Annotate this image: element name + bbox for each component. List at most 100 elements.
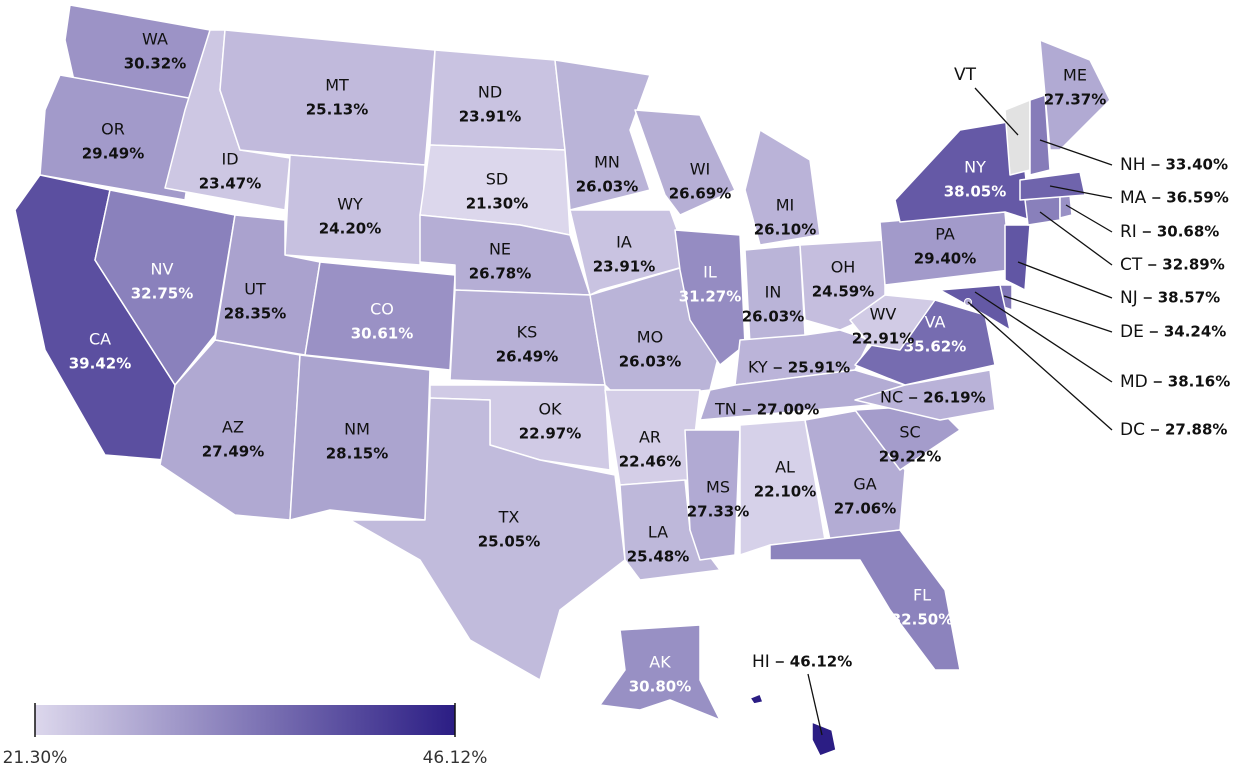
state-shape xyxy=(619,479,721,581)
state-abbr: OK xyxy=(538,400,562,419)
state-abbr: NJ xyxy=(1120,288,1138,308)
state-abbr: NE xyxy=(489,240,511,259)
state-value: 30.80% xyxy=(629,678,691,696)
state-abbr: CO xyxy=(370,300,394,319)
state-abbr: AR xyxy=(639,428,661,447)
state-value: 26.03% xyxy=(576,178,638,196)
state-abbr: RI xyxy=(1120,222,1137,242)
state-abbr: SD xyxy=(486,170,508,189)
state-value: 27.00% xyxy=(757,401,819,419)
state-value: 26.69% xyxy=(669,185,731,203)
state-shape xyxy=(554,59,651,211)
state-value: 23.47% xyxy=(199,175,261,193)
state-value: 25.13% xyxy=(306,101,368,119)
state-shape xyxy=(674,229,746,366)
state-value: 30.68% xyxy=(1157,223,1219,241)
leader-lines xyxy=(807,87,1113,736)
state-shape xyxy=(349,397,626,681)
state-value: 27.49% xyxy=(202,443,264,461)
state-abbr: IN xyxy=(765,283,782,302)
state-abbr: ME xyxy=(1063,66,1087,85)
state-value: 26.49% xyxy=(496,348,558,366)
state-abbr: NH xyxy=(1120,155,1146,175)
state-value: 32.89% xyxy=(1162,256,1224,274)
state-abbr: CT xyxy=(1120,255,1143,275)
state-value: 23.91% xyxy=(593,258,655,276)
state-abbr: MD xyxy=(1120,372,1148,392)
state-value: 32.75% xyxy=(131,285,193,303)
tick-label: 46.12% xyxy=(423,748,488,768)
state-abbr: WY xyxy=(337,195,363,214)
state-abbr: TN xyxy=(714,400,737,419)
state-value: 26.03% xyxy=(742,308,804,326)
state-shape xyxy=(284,154,426,266)
state-abbr: DC xyxy=(1120,420,1145,440)
state-abbr: MI xyxy=(776,196,795,215)
state-abbr: MS xyxy=(706,478,730,497)
state-value: 28.35% xyxy=(224,305,286,323)
state-shape xyxy=(569,209,691,296)
state-value: 36.59% xyxy=(1166,189,1228,207)
state-value: 38.05% xyxy=(944,183,1006,201)
state-value: 27.33% xyxy=(687,503,749,521)
state-shape xyxy=(1029,94,1051,176)
state-shape xyxy=(849,294,936,351)
state-shape xyxy=(39,74,201,201)
state-shape xyxy=(684,429,741,561)
state-value: 27.37% xyxy=(1044,91,1106,109)
state-value: 24.59% xyxy=(812,283,874,301)
state-abbr: TX xyxy=(498,508,520,527)
state-value: 32.50% xyxy=(891,611,953,629)
state-value: 27.06% xyxy=(834,500,896,518)
state-abbr: WA xyxy=(142,30,168,49)
state-value: 23.91% xyxy=(459,108,521,126)
state-abbr: IL xyxy=(703,263,717,282)
state-abbr: NM xyxy=(344,420,370,439)
state-shape xyxy=(289,354,431,521)
state-value: 26.78% xyxy=(469,265,531,283)
state-shape xyxy=(1039,39,1111,151)
state-abbr: AK xyxy=(649,653,671,672)
leader-line xyxy=(1039,211,1113,266)
state-shape xyxy=(219,29,436,166)
state-value: 25.48% xyxy=(627,548,689,566)
state-value: 28.15% xyxy=(326,445,388,463)
state-value: 31.27% xyxy=(679,288,741,306)
state-shape xyxy=(1059,194,1073,219)
state-abbr: WV xyxy=(870,305,897,324)
state-value: 29.40% xyxy=(914,250,976,268)
state-value: 22.10% xyxy=(754,483,816,501)
state-abbr: ID xyxy=(221,150,238,169)
states xyxy=(14,4,1111,757)
state-value: 22.91% xyxy=(852,330,914,348)
state-abbr: NC xyxy=(880,388,903,407)
state-abbr: MT xyxy=(325,76,349,95)
state-abbr: OR xyxy=(101,120,125,139)
leader-line xyxy=(1017,261,1113,299)
state-abbr: OH xyxy=(831,258,856,277)
state-shape xyxy=(94,189,236,386)
state-abbr: UT xyxy=(244,280,266,299)
color-legend: 21.30% 46.12% xyxy=(3,703,488,768)
state-abbr: MO xyxy=(637,328,663,347)
state-value: 30.61% xyxy=(351,325,413,343)
state-abbr: ND xyxy=(478,83,502,102)
state-abbr: GA xyxy=(853,475,876,494)
state-shape xyxy=(634,109,736,216)
state-abbr: KY xyxy=(748,358,768,377)
state-value: 22.97% xyxy=(519,425,581,443)
state-shape xyxy=(854,369,996,421)
state-value: 22.46% xyxy=(619,453,681,471)
labels: WA 30.32% OR 29.49% CA 39.42% ID 23.47% NV 32.75%… xyxy=(69,30,1230,696)
state-shape xyxy=(769,529,961,671)
state-abbr: VA xyxy=(925,313,946,332)
state-abbr: NY xyxy=(964,158,986,177)
state-abbr: WI xyxy=(690,160,711,179)
state-abbr: MA xyxy=(1120,188,1147,208)
state-value: 21.30% xyxy=(466,195,528,213)
state-abbr: HI xyxy=(752,652,770,672)
state-abbr: FL xyxy=(913,586,931,605)
state-abbr: DE xyxy=(1120,322,1144,342)
state-abbr: NV xyxy=(151,260,174,279)
